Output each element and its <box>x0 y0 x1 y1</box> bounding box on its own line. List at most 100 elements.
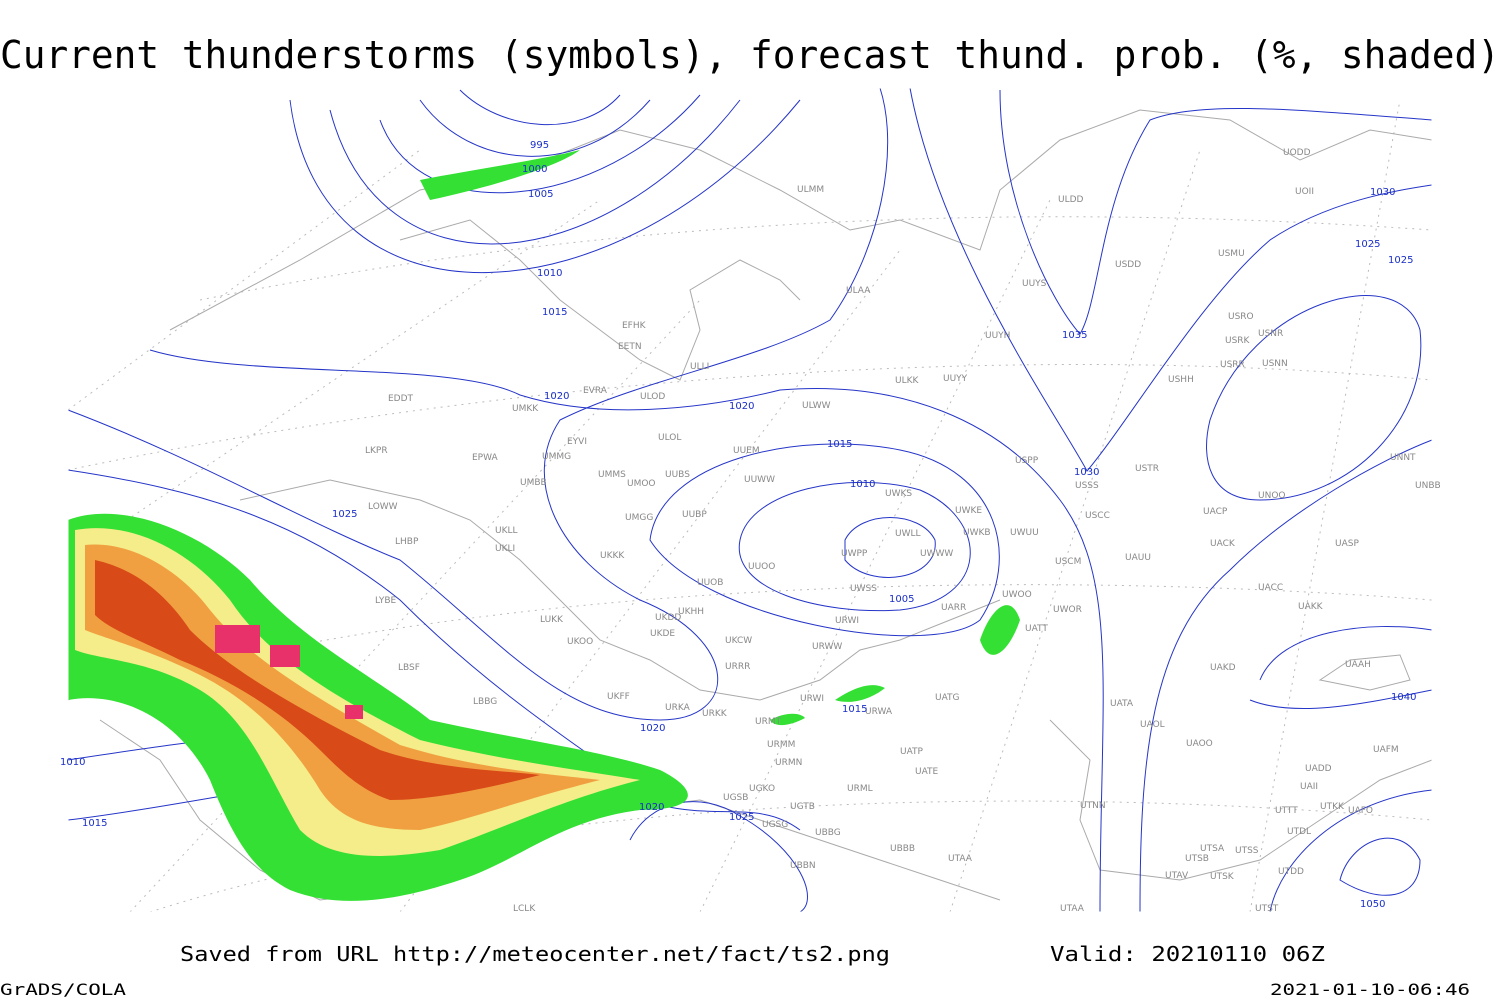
station-label: UACC <box>1258 583 1283 593</box>
station-label: UTKK <box>1320 802 1345 812</box>
station-label: USRK <box>1225 336 1251 346</box>
station-label: EPWA <box>472 453 499 463</box>
station-label: UWKS <box>885 489 912 499</box>
valid-time: Valid: 20210110 06Z <box>1050 942 1325 966</box>
station-label: UUOB <box>697 578 723 588</box>
isobar-label: 1035 <box>1062 330 1087 341</box>
isobar-label: 1050 <box>1360 899 1385 910</box>
station-label: UUEM <box>733 446 760 456</box>
station-label: USDD <box>1115 260 1141 270</box>
station-label: UWWW <box>920 549 953 559</box>
station-label: URMT <box>755 717 782 727</box>
station-label: UWOR <box>1053 605 1082 615</box>
station-label: UGTB <box>790 802 815 812</box>
station-label: URWI <box>800 694 824 704</box>
station-label: UUBP <box>682 510 707 520</box>
station-label: UTAA <box>1060 904 1085 914</box>
station-label: UWLL <box>895 529 921 539</box>
station-label: ULAA <box>846 286 871 296</box>
station-label: UATA <box>1110 699 1134 709</box>
station-label: UMKK <box>512 404 539 414</box>
station-label: UMMG <box>542 452 571 462</box>
station-label: UTDD <box>1278 867 1304 877</box>
station-label: ULWW <box>802 401 831 411</box>
station-label: UAOO <box>1186 739 1213 749</box>
station-label: USNN <box>1262 359 1288 369</box>
station-label: USCM <box>1055 557 1081 567</box>
isobar-label: 1025 <box>1388 255 1413 266</box>
station-label: USSS <box>1075 481 1099 491</box>
station-label: EDDT <box>388 394 414 404</box>
station-label: UNBB <box>1415 481 1441 491</box>
station-label: USCC <box>1085 511 1110 521</box>
isobar-label: 1005 <box>889 594 914 605</box>
isobar-label: 1015 <box>842 704 867 715</box>
station-label: ULOD <box>640 392 665 402</box>
station-label: ULLI <box>690 362 709 372</box>
station-label: URMM <box>767 740 795 750</box>
isobar-label: 1010 <box>850 479 875 490</box>
station-label: UMBB <box>520 478 547 488</box>
station-label: UTSA <box>1200 844 1225 854</box>
software-credit: GrADS/COLA <box>0 980 126 999</box>
station-label: UUYY <box>943 374 968 384</box>
source-url: Saved from URL http://meteocenter.net/fa… <box>180 942 890 966</box>
isobar-label: 1015 <box>82 818 107 829</box>
station-label: UTST <box>1255 904 1279 914</box>
station-label: UKDD <box>655 613 681 623</box>
station-label: UWOO <box>1002 590 1032 600</box>
station-label: UGSG <box>762 820 788 830</box>
station-label: UMOO <box>627 479 656 489</box>
station-label: UUOO <box>748 562 775 572</box>
station-label: LKPR <box>365 446 388 456</box>
isobar-label: 1005 <box>528 189 553 200</box>
station-label: UTSK <box>1210 872 1235 882</box>
station-label: UODD <box>1283 148 1311 158</box>
thunderstorm-probability-shading <box>68 150 1020 901</box>
station-label: UKHH <box>678 607 704 617</box>
station-label: UAOL <box>1140 720 1165 730</box>
isobar-labels: 995 1000 1005 1010 1015 1020 1020 1015 1010 1005 1… <box>60 140 1416 910</box>
station-label: URWA <box>865 707 893 717</box>
station-label: UMMS <box>598 470 626 480</box>
station-label: UAFM <box>1373 745 1399 755</box>
station-label: UKKK <box>600 551 625 561</box>
station-label: UTNN <box>1080 801 1106 811</box>
station-label: UAUU <box>1125 553 1151 563</box>
station-label: UTSS <box>1235 846 1259 856</box>
station-label: UAAH <box>1345 660 1371 670</box>
station-label: LYBE <box>375 596 396 606</box>
station-label: UAKD <box>1210 663 1236 673</box>
station-label: UTDL <box>1287 827 1311 837</box>
isobar-label: 1025 <box>729 812 754 823</box>
station-label: ULMM <box>797 185 824 195</box>
map-frame <box>67 87 1433 913</box>
station-label: UBBG <box>815 828 841 838</box>
station-label: UWPP <box>841 549 868 559</box>
station-label: UNOO <box>1258 491 1286 501</box>
station-label: UUYH <box>985 331 1010 341</box>
station-label: UUBS <box>665 470 690 480</box>
station-label: UKFF <box>607 692 630 702</box>
station-label: LUKK <box>540 615 564 625</box>
station-label: UTAV <box>1165 871 1189 881</box>
isobar-label: 1040 <box>1391 692 1416 703</box>
station-label: UUWW <box>744 475 775 485</box>
isobar-label: 1010 <box>60 757 85 768</box>
station-label: USRO <box>1228 312 1254 322</box>
isobar-label: 1025 <box>1355 239 1380 250</box>
station-label: UATT <box>1025 624 1048 634</box>
graticule <box>67 99 1433 913</box>
station-label: ULDD <box>1058 195 1084 205</box>
isobar-label: 1015 <box>827 439 852 450</box>
station-label: URMN <box>775 758 802 768</box>
station-label: EYVI <box>567 437 587 447</box>
isobar-label: 1025 <box>332 509 357 520</box>
station-label: ULKK <box>895 376 920 386</box>
station-label: URWW <box>812 642 842 652</box>
isobar-label: 1015 <box>542 307 567 318</box>
station-label: UBBN <box>790 861 816 871</box>
station-label: URKK <box>702 709 728 719</box>
station-label: UATP <box>900 747 924 757</box>
station-label: URKA <box>665 703 691 713</box>
